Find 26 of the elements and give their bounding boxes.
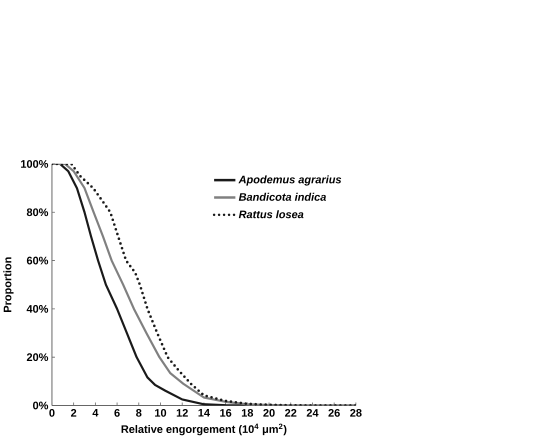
y-tick-label: 80% — [26, 208, 48, 216]
x-tick-label: 16 — [220, 409, 232, 417]
x-tick-label: 12 — [176, 409, 188, 417]
y-tick-label: 0% — [33, 402, 48, 410]
legend-label: Bandicota indica — [238, 192, 326, 202]
y-tick-label: 60% — [26, 256, 48, 265]
y-tick-label: 20% — [26, 354, 48, 362]
x-axis-title: Relative engorgement (10$^{4}$ μm$^{2}$) — [122, 424, 286, 436]
x-tick-label: 4 — [92, 409, 98, 417]
x-tick-label: 26 — [328, 409, 340, 417]
x-tick-label: 18 — [242, 409, 254, 417]
legend-label: Apodemus agrarius — [238, 176, 342, 186]
legend-label: Rattus losea — [238, 210, 304, 218]
x-tick-label: 28 — [350, 409, 362, 417]
y-axis-title: Proportion — [3, 258, 14, 312]
x-tick-label: 22 — [285, 409, 296, 417]
x-tick-label: 0 — [49, 409, 55, 417]
x-tick-label: 24 — [306, 409, 318, 417]
x-tick-label: 14 — [198, 409, 210, 417]
x-tick-label: 10 — [155, 409, 166, 417]
x-tick-label: 20 — [263, 409, 275, 417]
y-tick-label: 100% — [21, 160, 48, 168]
x-tick-label: 6 — [114, 409, 120, 417]
x-tick-label: 8 — [136, 409, 142, 417]
y-tick-label: 40% — [26, 305, 48, 313]
x-tick-label: 2 — [70, 409, 76, 417]
